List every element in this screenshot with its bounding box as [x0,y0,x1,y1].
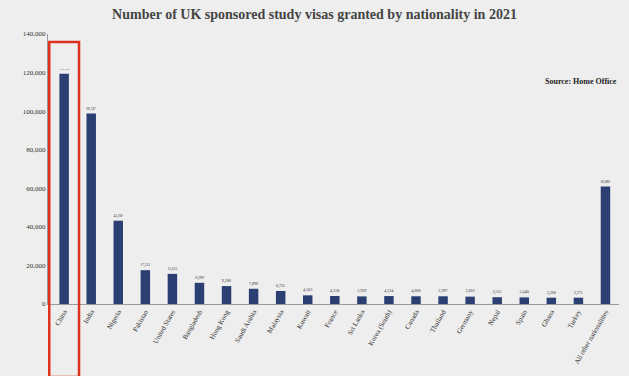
svg-text:Ghana: Ghana [540,308,557,329]
svg-text:4,124: 4,124 [384,288,393,294]
svg-text:15,623: 15,623 [168,267,178,272]
svg-text:Hong Kong: Hong Kong [208,308,232,341]
svg-text:7,899: 7,899 [249,281,258,287]
svg-text:United States: United States [151,308,177,345]
svg-text:Korea (South): Korea (South) [367,308,394,347]
svg-text:Nepal: Nepal [487,309,502,328]
svg-text:Source: Home Office: Source: Home Office [545,77,617,86]
svg-text:Malaysia: Malaysia [266,308,286,335]
svg-text:Turkey: Turkey [566,308,583,330]
svg-text:France: France [323,309,339,329]
svg-text:9,286: 9,286 [222,278,231,284]
svg-text:10,999: 10,999 [195,276,205,281]
svg-text:4,503: 4,503 [303,287,312,293]
svg-text:Saudi Arabia: Saudi Arabia [233,308,259,344]
svg-text:120,000: 120,000 [23,69,46,77]
svg-text:6,731: 6,731 [276,283,285,289]
svg-text:3,268: 3,268 [547,290,556,296]
svg-text:3,997: 3,997 [438,288,447,294]
svg-text:Canada: Canada [403,308,421,331]
svg-text:Thailand: Thailand [428,308,448,334]
svg-text:India: India [82,308,97,325]
svg-text:3,816: 3,816 [465,288,474,294]
svg-text:All other nationalities: All other nationalities [573,308,611,365]
svg-text:98,747: 98,747 [86,107,96,112]
svg-text:60,880: 60,880 [601,180,611,185]
svg-text:119,334: 119,334 [59,67,69,71]
svg-text:4,008: 4,008 [411,288,420,294]
svg-text:0: 0 [42,300,46,308]
svg-text:Bangladesh: Bangladesh [181,308,205,341]
svg-text:40,000: 40,000 [26,223,46,231]
svg-text:60,000: 60,000 [26,185,46,193]
svg-text:17,533: 17,533 [141,263,151,268]
svg-text:Germany: Germany [455,308,475,335]
svg-text:3,939: 3,939 [357,288,366,294]
svg-text:Number of UK sponsored study v: Number of UK sponsored study visas grant… [112,7,517,22]
svg-text:80,000: 80,000 [26,146,46,154]
svg-text:Spain: Spain [514,308,529,326]
svg-text:4,158: 4,158 [330,288,339,294]
svg-text:3,440: 3,440 [520,289,529,295]
svg-text:100,000: 100,000 [23,108,46,116]
svg-text:20,000: 20,000 [26,262,46,270]
svg-text:3,271: 3,271 [574,290,583,296]
svg-text:3,515: 3,515 [492,289,501,295]
svg-text:Nigeria: Nigeria [106,308,124,331]
svg-text:Sri Lanka: Sri Lanka [346,308,367,337]
svg-text:140,000: 140,000 [23,30,46,38]
svg-text:43,200: 43,200 [114,214,124,219]
svg-text:China: China [54,308,70,327]
svg-text:Kuwait: Kuwait [295,309,312,331]
svg-text:Pakistan: Pakistan [131,308,150,333]
